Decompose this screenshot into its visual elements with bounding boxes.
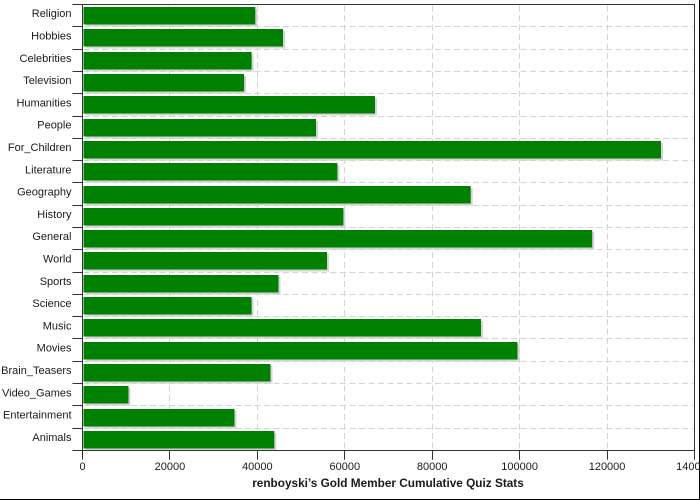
svg-text:For_Children: For_Children (8, 142, 72, 154)
svg-text:Religion: Religion (32, 8, 72, 20)
svg-text:Literature: Literature (25, 164, 71, 176)
svg-text:60000: 60000 (329, 461, 360, 473)
svg-text:Animals: Animals (32, 432, 72, 444)
svg-text:Science: Science (32, 298, 71, 310)
svg-text:Entertainment: Entertainment (3, 410, 71, 422)
svg-text:Television: Television (23, 75, 71, 87)
svg-text:Movies: Movies (37, 343, 72, 355)
svg-text:Brain_Teasers: Brain_Teasers (1, 365, 72, 377)
svg-text:Humanities: Humanities (16, 97, 72, 109)
svg-text:General: General (32, 231, 71, 243)
svg-text:Sports: Sports (40, 276, 72, 288)
svg-text:40000: 40000 (242, 461, 273, 473)
svg-text:0: 0 (79, 461, 85, 473)
svg-text:Geography: Geography (17, 187, 72, 199)
svg-text:80000: 80000 (417, 461, 448, 473)
svg-text:Celebrities: Celebrities (20, 53, 72, 65)
svg-text:World: World (43, 253, 72, 265)
svg-text:People: People (37, 120, 71, 132)
svg-text:History: History (37, 209, 72, 221)
svg-text:20000: 20000 (155, 461, 186, 473)
svg-text:Video_Games: Video_Games (2, 387, 72, 399)
svg-text:Music: Music (43, 320, 72, 332)
svg-text:140000: 140000 (676, 461, 700, 473)
svg-text:Hobbies: Hobbies (31, 30, 72, 42)
svg-text:100000: 100000 (501, 461, 538, 473)
svg-text:renboyski’s Gold Member Cumula: renboyski’s Gold Member Cumulative Quiz … (252, 476, 524, 490)
svg-text:120000: 120000 (589, 461, 626, 473)
